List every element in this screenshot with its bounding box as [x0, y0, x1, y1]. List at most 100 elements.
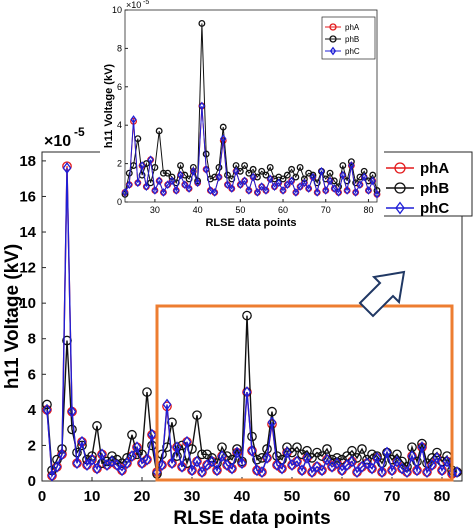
inset-data-point-phB: [356, 173, 364, 181]
data-point-phC: [362, 457, 372, 470]
data-point-phB: [67, 424, 77, 435]
inset-data-point-phC: [134, 178, 142, 188]
inset-data-point-phC: [138, 161, 146, 170]
data-point-phC: [382, 446, 392, 459]
inset-data-point-phB: [219, 123, 227, 131]
y-tick-label: 8: [28, 331, 36, 348]
inset-data-point-phC: [356, 180, 364, 190]
inset-data-point-phB: [202, 150, 210, 158]
inset-data-point-phC: [202, 165, 210, 174]
inset-data-point-phC: [305, 184, 312, 193]
inset-x-tick-label: 50: [235, 205, 245, 215]
inset-data-point-phC: [241, 176, 248, 186]
inset-series-group: [121, 19, 381, 199]
inset-y-tick-label: 8: [117, 43, 122, 53]
inset-data-point-phC: [147, 155, 154, 165]
x-tick-label: 20: [134, 488, 151, 505]
data-point-phC: [332, 457, 342, 470]
inset-y-tick-label: 6: [117, 82, 122, 92]
inset-data-point-phC: [224, 180, 231, 190]
inset-data-point-phC: [207, 186, 214, 195]
inset-data-point-phC: [267, 174, 274, 184]
inset-data-point-phC: [352, 188, 359, 197]
inset-legend: phA phB phC: [321, 16, 376, 60]
series-line-phC: [46, 167, 458, 479]
inset-data-point-phC: [211, 188, 218, 197]
data-point-phC: [412, 464, 422, 477]
data-point-phC: [212, 464, 222, 477]
data-point-phC: [197, 466, 207, 479]
data-point-phC: [147, 428, 157, 441]
inset-x-tick-label: 40: [193, 205, 203, 215]
inset-data-point-phC: [279, 186, 287, 195]
inset-data-point-phC: [343, 186, 351, 195]
inset-data-point-phC: [232, 166, 240, 176]
inset-data-point-phC: [215, 172, 223, 182]
data-point-phC: [82, 459, 92, 471]
legend-label-phC: phC: [420, 200, 449, 217]
inset-plot: 30 40 50 60 70 80 0 2 4 6 8 10 RLSE data points h11 V…: [100, 0, 384, 240]
data-point-phC: [272, 459, 282, 471]
inset-data-point-phC: [173, 186, 180, 195]
x-tick-label: 10: [84, 488, 101, 505]
data-point-phC: [117, 464, 127, 477]
inset-data-point-phB: [168, 173, 176, 181]
data-point-phB: [242, 310, 252, 321]
inset-legend-label-phB: phB: [345, 35, 359, 44]
data-point-phC: [312, 460, 322, 473]
data-point-phC: [367, 462, 377, 475]
inset-data-point-phC: [369, 176, 376, 186]
data-point-phB: [292, 442, 302, 453]
inset-data-point-phB: [292, 173, 300, 181]
data-point-phB: [247, 431, 257, 442]
data-point-phB: [52, 454, 62, 465]
inset-data-point-phC: [326, 176, 334, 186]
data-point-phB: [357, 444, 367, 454]
data-point-phC: [437, 464, 447, 477]
inset-data-point-phC: [164, 180, 171, 190]
y-tick-label: 14: [19, 224, 36, 241]
inset-x-tick-label: 70: [321, 205, 331, 215]
data-point-phC: [232, 446, 242, 459]
data-point-phC: [237, 457, 247, 470]
data-point-phC: [127, 450, 137, 463]
inset-data-point-phC: [254, 188, 261, 197]
inset-data-point-phC: [249, 172, 257, 182]
legend-label-phA: phA: [420, 160, 449, 177]
inset-data-point-phC: [331, 184, 338, 193]
data-point-phC: [122, 457, 132, 470]
inset-data-point-phB: [155, 127, 163, 135]
data-point-phB: [287, 447, 297, 458]
data-point-phC: [407, 450, 417, 463]
data-point-phC: [267, 416, 277, 429]
inset-legend-label-phC: phC: [345, 47, 360, 56]
y-tick-label: 16: [19, 188, 36, 205]
inset-data-point-phC: [151, 186, 159, 195]
inset-x-axis-label: RLSE data points: [205, 217, 296, 229]
legend-label-phB: phB: [420, 180, 449, 197]
data-point-phC: [77, 435, 87, 448]
inset-data-point-phB: [215, 163, 223, 171]
data-point-phC: [277, 462, 287, 475]
data-point-phB: [267, 406, 277, 417]
y-tick-label: 2: [28, 437, 36, 454]
inset-data-point-phC: [185, 184, 193, 193]
inset-data-point-phC: [360, 172, 368, 182]
data-point-phC: [452, 466, 462, 479]
inset-data-point-phC: [339, 170, 347, 180]
data-point-phC: [107, 455, 117, 468]
inset-data-point-phB: [300, 175, 308, 183]
inset-data-point-phB: [266, 163, 274, 171]
legend-marker-phB: [394, 182, 406, 194]
x-tick-label: 0: [38, 488, 46, 505]
data-point-phB: [167, 417, 177, 428]
data-point-phC: [242, 386, 252, 399]
y-axis-label: h11 Voltage (kV): [2, 244, 23, 389]
x-tick-label: 80: [434, 488, 451, 505]
inset-exponent-base: ×10: [126, 0, 141, 10]
zoom-highlight-box: [155, 304, 454, 482]
inset-data-point-phC: [160, 188, 167, 197]
inset-data-point-phB: [236, 167, 244, 175]
inset-data-point-phC: [177, 170, 184, 180]
